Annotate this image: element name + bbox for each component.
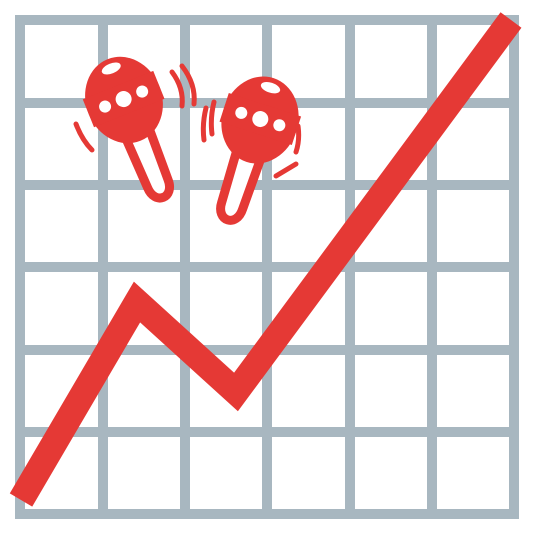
chart-icon: [0, 0, 534, 534]
chart-with-maracas-icon: [0, 0, 534, 534]
